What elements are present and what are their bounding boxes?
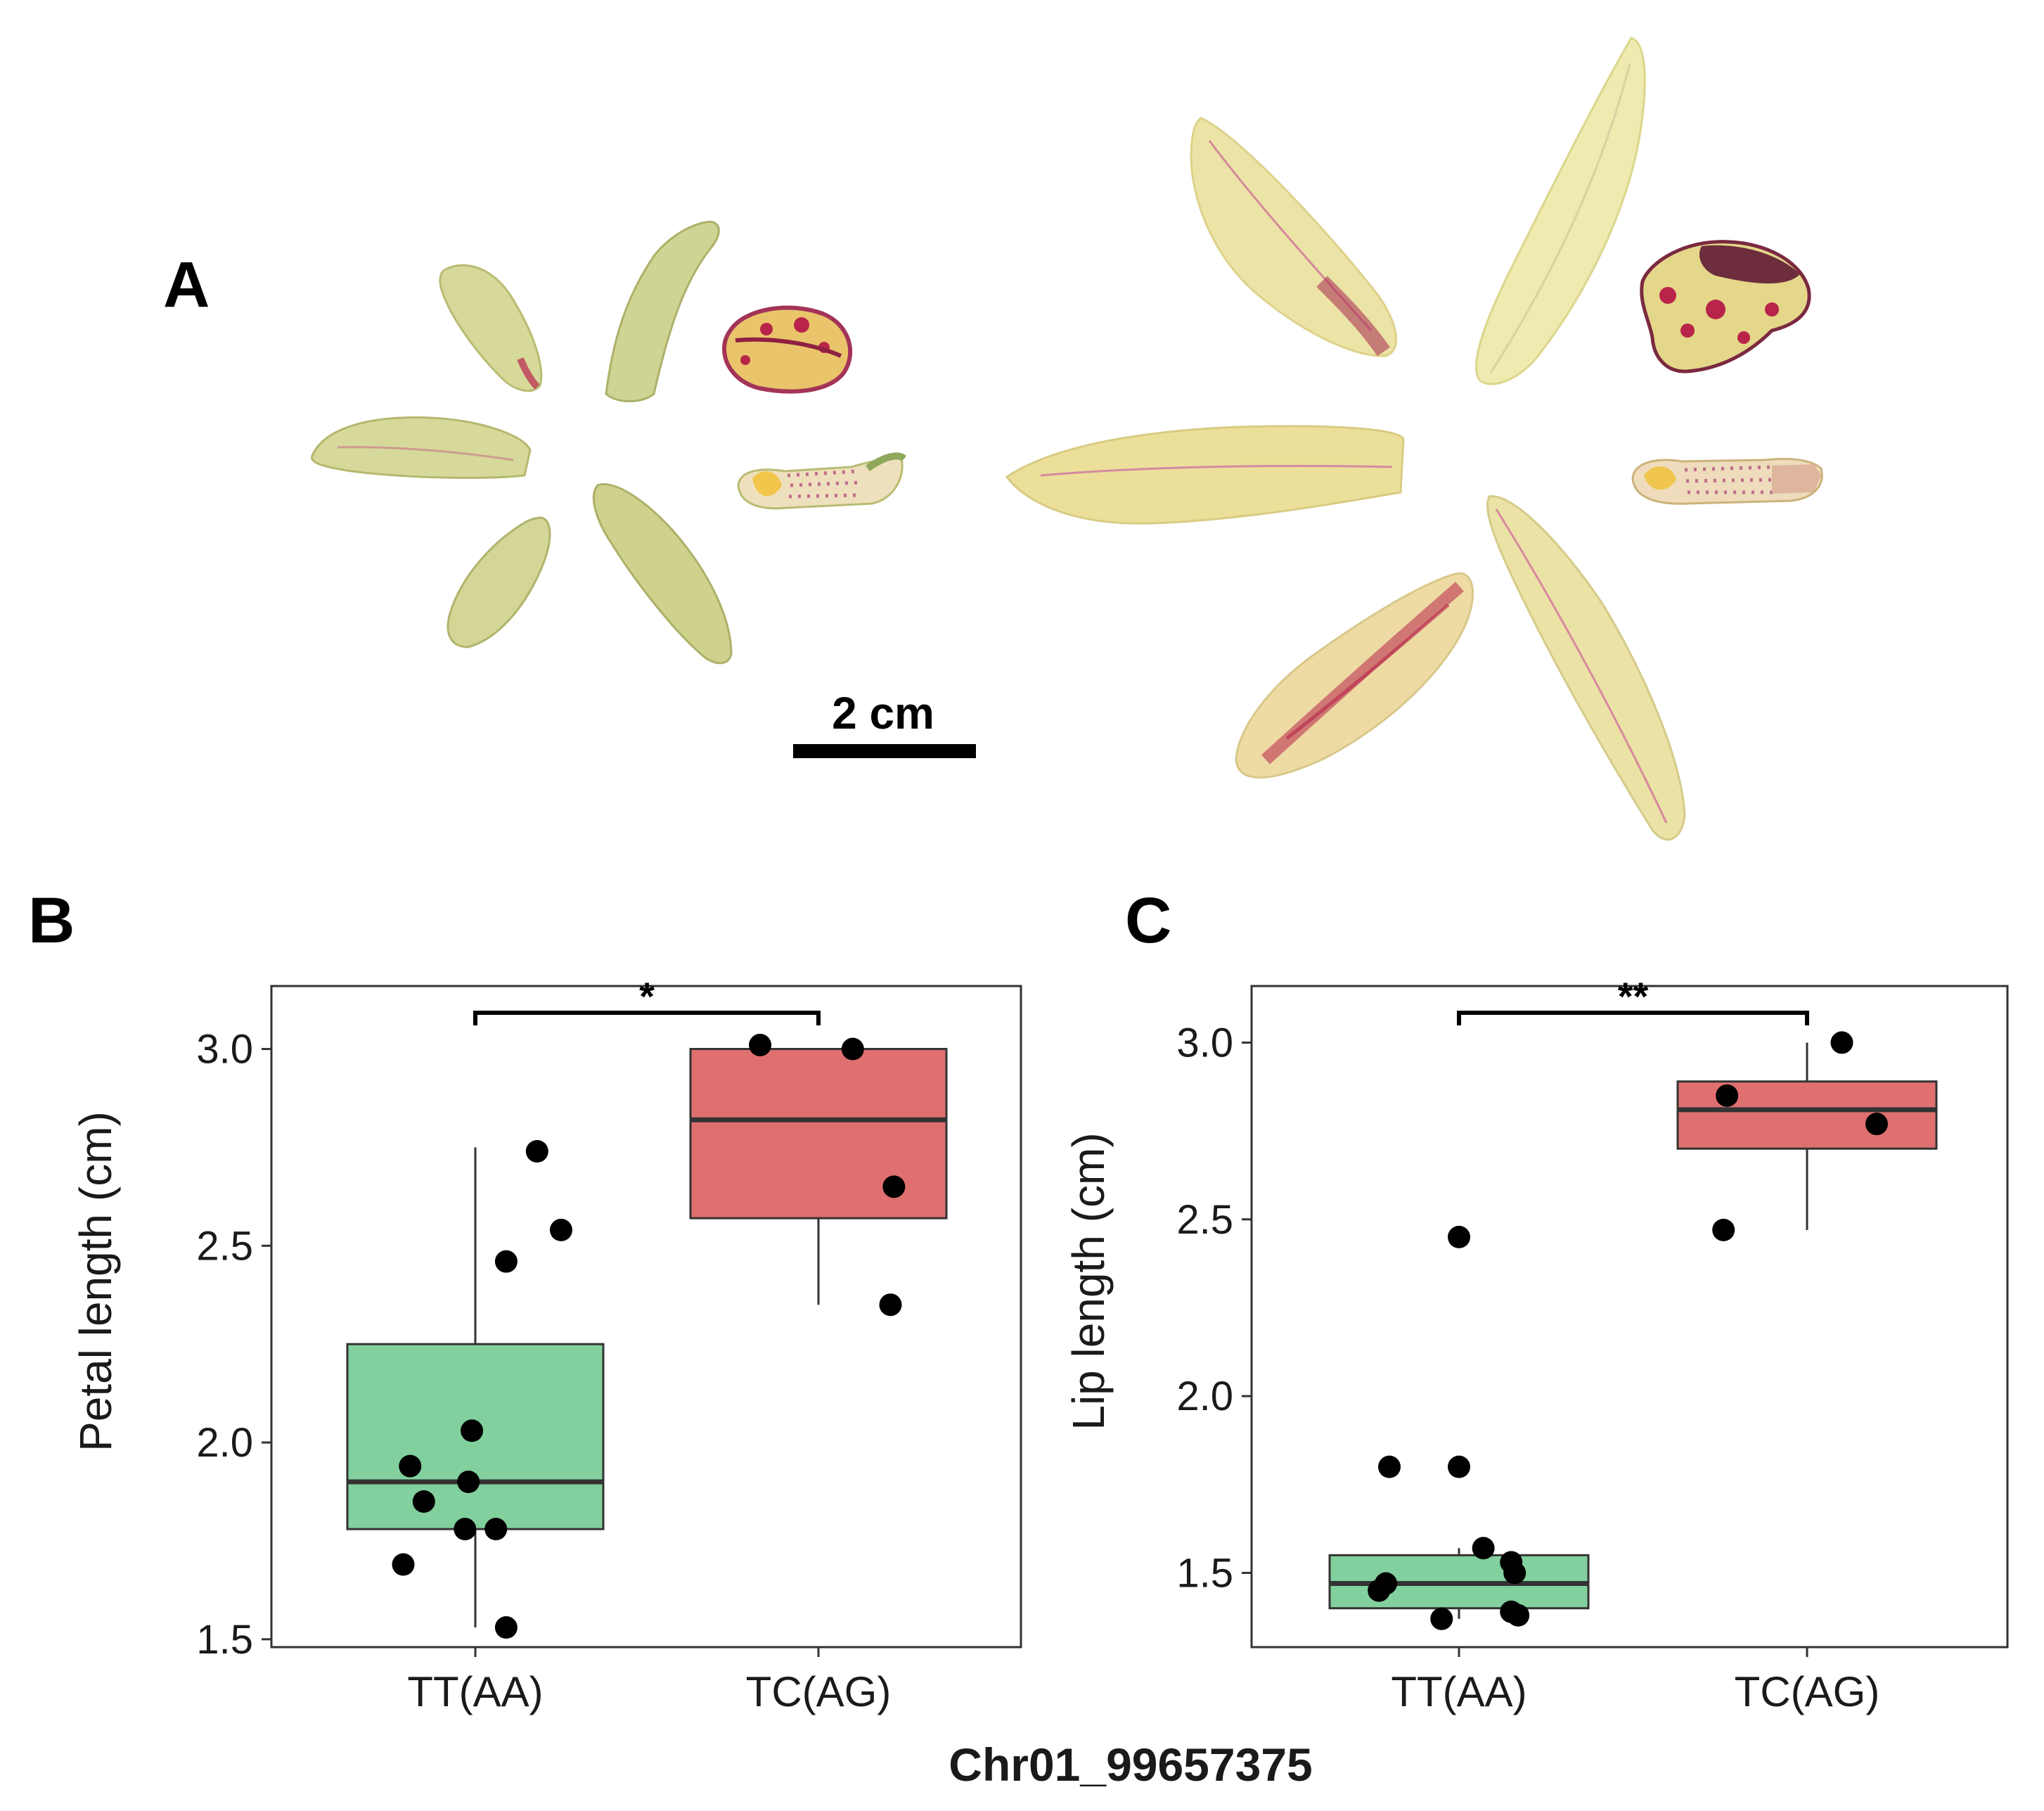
large-petal-upper-right [1475,37,1646,385]
data-point [399,1454,422,1478]
panel-c-chart: C Lip length (cm) 1.5 2.0 2.5 3.0 TT(AA) TC(A… [1063,885,2009,1715]
data-point [1712,1218,1735,1241]
data-point [1507,1604,1530,1627]
y-tick-label: 1.5 [196,1617,253,1663]
data-point [879,1293,902,1317]
box-tc [689,1048,948,1220]
x-tick-label: TT(AA) [407,1668,543,1715]
data-point [1375,1572,1398,1595]
panel-c-letter: C [1125,885,1171,956]
data-point [525,1140,548,1163]
x-tick-label: TC(AG) [746,1668,892,1715]
data-point [461,1419,484,1442]
data-point [1448,1455,1470,1478]
y-tick-label: 1.5 [1176,1550,1233,1596]
y-tick-label: 2.5 [196,1223,253,1269]
y-tick-label: 2.0 [1176,1374,1233,1419]
large-petal-left [1005,425,1405,525]
plot-frame [270,985,1022,1649]
box-tc [1676,1080,1938,1150]
panel-b-chart: B Petal length (cm) 1.5 2.0 2.5 3.0 TT(AA) TC… [28,885,1022,1715]
small-petal-upper-left [439,264,543,392]
panel-b-plot: 1.5 2.0 2.5 3.0 TT(AA) TC(AG) * [196,974,1022,1715]
small-lip [721,305,853,394]
scale-bar [793,744,976,758]
data-point [457,1471,480,1493]
data-point [882,1175,906,1198]
y-tick-label: 3.0 [196,1027,253,1073]
significance-bracket [473,1011,821,1025]
large-flower [1005,37,1823,841]
panel-b-letter: B [28,885,75,956]
data-point [484,1518,508,1541]
significance-label: * [639,974,655,1018]
significance-bracket [1457,1011,1809,1025]
data-point [1830,1031,1853,1054]
x-tick-label: TC(AG) [1735,1668,1880,1715]
panel-b-ylabel: Petal length (cm) [70,1111,121,1452]
panel-c-plot: 1.5 2.0 2.5 3.0 TT(AA) TC(AG) ** [1176,974,2009,1715]
data-point [1378,1455,1401,1478]
small-petal-left [311,416,532,479]
y-tick-label: 3.0 [1176,1020,1233,1066]
data-point [841,1037,864,1061]
significance-label: ** [1618,974,1649,1018]
data-point [494,1616,518,1639]
data-point [749,1033,772,1056]
panel-a-letter: A [163,249,210,321]
data-point [1430,1607,1453,1630]
data-point [494,1250,518,1273]
small-petal-lower-left [446,516,551,648]
shared-xlabel: Chr01_99657375 [949,1739,1312,1791]
panel-a-photo: A [163,37,1823,841]
data-point [454,1518,477,1541]
panel-c-ylabel: Lip length (cm) [1063,1132,1114,1430]
data-point [1503,1561,1526,1585]
data-point [1448,1225,1470,1248]
data-point [1472,1537,1495,1560]
small-petal-lower-right [592,483,733,665]
small-flower [311,220,907,665]
data-point [412,1490,435,1513]
large-petal-lower-right [1486,495,1686,841]
data-point [1716,1084,1739,1107]
y-tick-label: 2.0 [196,1420,253,1466]
data-point [1865,1113,1888,1136]
x-tick-label: TT(AA) [1391,1668,1526,1715]
data-point [550,1218,572,1241]
small-petal-upper-right [605,220,720,402]
plot-frame [1250,985,2009,1649]
y-tick-label: 2.5 [1176,1197,1233,1243]
scale-bar-label: 2 cm [832,688,934,738]
data-point [392,1553,415,1576]
